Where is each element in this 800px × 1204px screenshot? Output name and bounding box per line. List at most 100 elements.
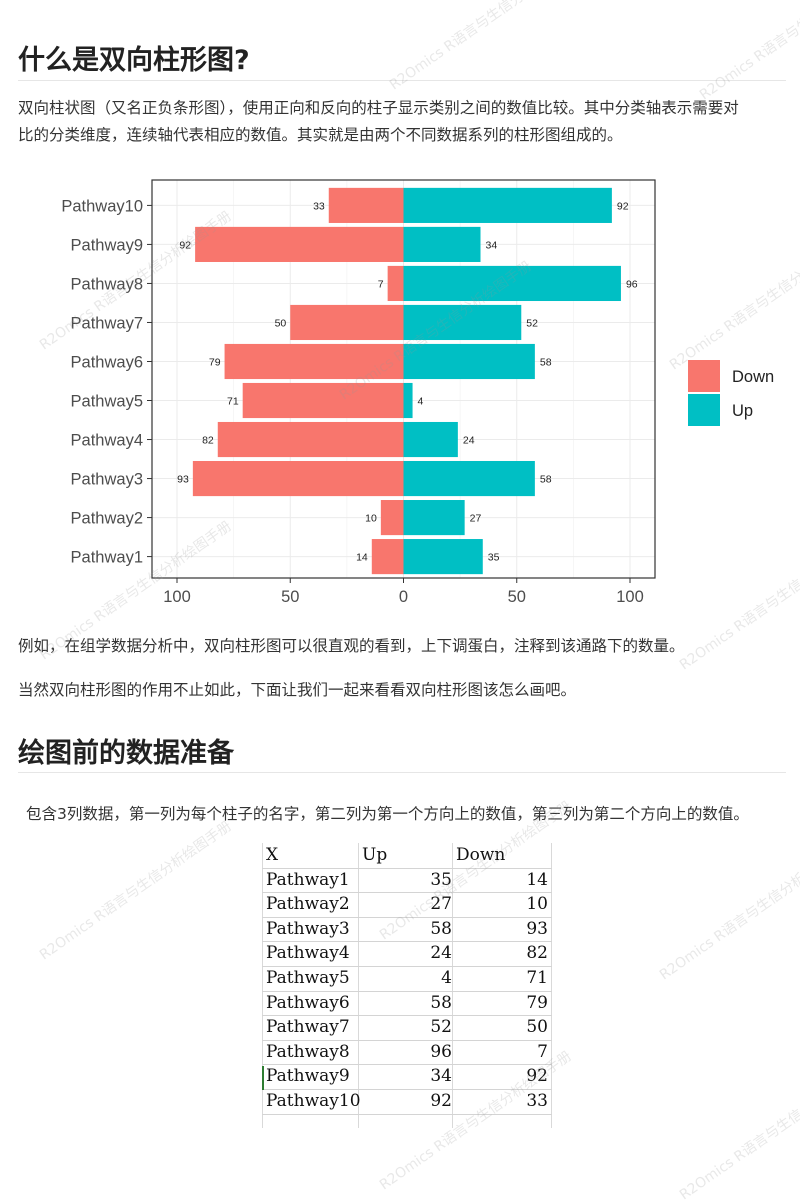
table-header-row: X Up Down [262,843,552,869]
row-name-cell: Pathway6 [266,992,350,1013]
y-tick-label-pathway1: Pathway1 [71,549,143,567]
row-up-cell: 92 [430,1091,452,1111]
y-tick-label-pathway7: Pathway7 [71,314,143,332]
bar-down-pathway3 [192,460,404,497]
y-tick-label-pathway4: Pathway4 [71,432,143,450]
bar-up-pathway10 [403,187,612,223]
row-down-cell: 14 [526,869,548,890]
y-tick-label-pathway3: Pathway3 [71,471,143,489]
data-prep-paragraph: 包含3列数据，第一列为每个柱子的名字，第二列为第一个方向上的数值，第三列为第二个… [26,805,749,823]
bar-down-pathway9 [195,226,404,262]
y-tick-label-pathway2: Pathway2 [71,510,143,528]
section-title-data-prep: 绘图前的数据准备 [18,738,234,769]
row-name-cell: Pathway2 [266,894,350,915]
legend-label-up: Up [732,402,753,420]
data-label-down-pathway5: 71 [227,396,239,408]
intro-line-1: 双向柱状图（又名正负条形图），使用正向和反向的柱子显示类别之间的数值比较。其中分… [18,99,739,117]
table-row: Pathway9 34 92 [262,1064,552,1090]
header-down: Down [456,845,506,865]
row-up-cell: 27 [430,894,452,915]
row-down-cell: 79 [526,992,548,1013]
bar-up-pathway4 [403,421,458,458]
data-label-up-pathway6: 58 [540,356,552,368]
bar-down-pathway5 [242,382,404,419]
bar-down-pathway2 [380,500,404,536]
note-paragraph-1: 例如，在组学数据分析中，双向柱形图可以很直观的看到，上下调蛋白，注释到该通路下的… [18,637,685,655]
row-name-cell: Pathway9 [266,1066,350,1087]
x-tick-label: 50 [281,588,299,606]
data-label-up-pathway7: 52 [526,317,538,329]
table-row: Pathway4 24 82 [262,941,552,967]
row-down-cell: 7 [537,1041,548,1062]
bar-down-pathway4 [217,421,404,458]
header-x: X [266,845,279,865]
bar-down-pathway7 [290,304,404,341]
note-paragraph-2: 当然双向柱形图的作用不止如此，下面让我们一起来看看双向柱形图该怎么画吧。 [18,681,577,699]
bar-down-pathway10 [328,187,404,223]
watermark: R2Omics R语言与生信分析绘图手册 [696,0,800,104]
row-up-cell: 52 [430,1017,452,1038]
data-label-up-pathway10: 92 [617,200,629,212]
data-label-down-pathway1: 14 [356,552,368,564]
row-down-cell: 92 [526,1066,548,1087]
row-down-cell: 33 [526,1091,548,1111]
bar-down-pathway8 [387,265,404,302]
data-label-up-pathway3: 58 [540,474,552,486]
row-down-cell: 82 [526,943,548,964]
watermark: R2Omics R语言与生信分析绘图手册 [656,838,800,984]
data-label-down-pathway10: 33 [313,200,325,212]
table-row: Pathway1 35 14 [262,868,552,894]
x-tick-label: 100 [616,588,644,606]
data-label-down-pathway8: 7 [378,278,384,290]
intro-paragraph: 双向柱状图（又名正负条形图），使用正向和反向的柱子显示类别之间的数值比较。其中分… [18,95,788,149]
y-tick-label-pathway8: Pathway8 [71,275,143,293]
y-tick-label-pathway10: Pathway10 [61,197,143,215]
data-label-up-pathway8: 96 [626,278,638,290]
x-tick-label: 100 [163,588,191,606]
table-row: Pathway10 92 33 [262,1089,552,1115]
table-row: Pathway3 58 93 [262,917,552,943]
watermark: R2Omics R语言与生信分析绘图手册 [36,818,235,964]
row-down-cell: 50 [526,1017,548,1038]
table-row: Pathway6 58 79 [262,991,552,1017]
bar-up-pathway3 [403,460,535,497]
section-title-what-is: 什么是双向柱形图? [18,45,250,76]
bar-down-pathway1 [371,539,404,575]
x-tick-label: 0 [399,588,408,606]
table-gridline [358,843,359,1128]
data-label-down-pathway6: 79 [209,356,221,368]
table-gridline [452,843,453,1128]
row-up-cell: 96 [430,1041,452,1062]
row-name-cell: Pathway1 [266,869,350,890]
row-name-cell: Pathway8 [266,1041,350,1062]
intro-line-2: 比的分类维度，连续轴代表相应的数值。其实就是由两个不同数据系列的柱形图组成的。 [18,126,623,144]
row-name-cell: Pathway7 [266,1017,350,1038]
table-gridline [262,843,263,1128]
y-tick-label-pathway9: Pathway9 [71,236,143,254]
data-label-down-pathway3: 93 [177,474,189,486]
row-up-cell: 24 [430,943,452,964]
data-label-down-pathway7: 50 [275,317,287,329]
table-row: Pathway7 52 50 [262,1015,552,1041]
bar-up-pathway5 [403,382,413,419]
row-down-cell: 93 [526,918,548,939]
legend-key-down [688,360,720,392]
data-table: X Up Down Pathway1 35 14 Pathway2 27 10 Pathwa… [262,843,552,1128]
header-up: Up [362,845,388,865]
data-label-up-pathway9: 34 [486,239,498,251]
row-name-cell: Pathway4 [266,943,350,964]
data-label-up-pathway2: 27 [470,513,482,525]
row-down-cell: 10 [526,894,548,915]
watermark: R2Omics R语言与生信分析绘图手册 [676,1058,800,1204]
data-label-up-pathway1: 35 [488,552,500,564]
bar-up-pathway8 [403,265,621,302]
data-label-up-pathway5: 4 [418,396,424,408]
table-row: Pathway2 27 10 [262,892,552,918]
row-name-cell: Pathway10 [266,1091,361,1111]
bar-up-pathway9 [403,226,481,262]
data-label-down-pathway4: 82 [202,435,214,447]
row-up-cell: 34 [430,1066,452,1087]
data-label-down-pathway2: 10 [365,513,377,525]
row-up-cell: 4 [441,968,452,988]
legend-label-down: Down [732,368,774,386]
